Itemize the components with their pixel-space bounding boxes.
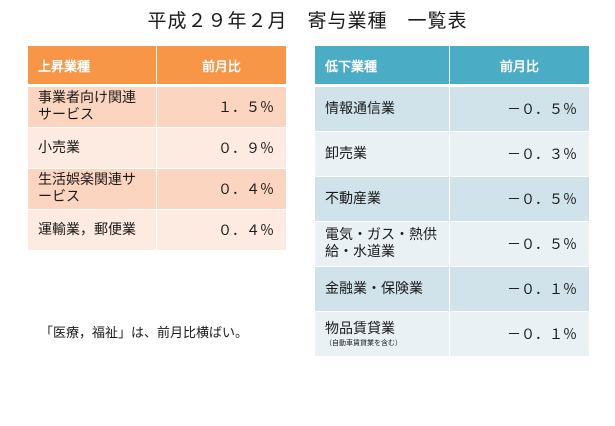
- footnote: 「医療，福祉」は、前月比横ばい。: [40, 326, 249, 341]
- falling-industries-table: 低下業種 前月比 情報通信業 －０．５％ 卸売業 －０．３％ 不動産業 －０．５…: [315, 46, 589, 357]
- header-mom: 前月比: [450, 46, 589, 87]
- mom-value: －０．５％: [450, 177, 589, 222]
- table-row: 不動産業 －０．５％: [315, 177, 589, 222]
- table-row: 情報通信業 －０．５％: [315, 87, 589, 132]
- table-row: 金融業・保険業 －０．１％: [315, 267, 589, 312]
- header-industry: 低下業種: [315, 46, 450, 87]
- mom-value: ０．４％: [157, 210, 286, 251]
- table-row: 生活娯楽関連サービス ０．４％: [28, 169, 286, 210]
- mom-value: －０．１％: [450, 312, 589, 357]
- header-mom: 前月比: [157, 46, 286, 87]
- mom-value: １．５％: [157, 87, 286, 128]
- industry-name: 事業者向け関連サービス: [28, 87, 157, 128]
- industry-name: 物品賃貸業 （自動車賃貸業を含む）: [315, 312, 450, 357]
- industry-name: 小売業: [28, 128, 157, 169]
- header-industry: 上昇業種: [28, 46, 157, 87]
- rising-industries-table: 上昇業種 前月比 事業者向け関連サービス １．５％ 小売業 ０．９％ 生活娯楽関…: [28, 46, 286, 251]
- table-row: 事業者向け関連サービス １．５％: [28, 87, 286, 128]
- table-header-row: 上昇業種 前月比: [28, 46, 286, 87]
- industry-name-note: （自動車賃貸業を含む）: [325, 338, 402, 347]
- mom-value: ０．９％: [157, 128, 286, 169]
- mom-value: －０．３％: [450, 132, 589, 177]
- industry-name-main: 物品賃貸業: [325, 320, 395, 337]
- industry-name: 情報通信業: [315, 87, 450, 132]
- page-title: 平成２９年２月 寄与業種 一覧表: [147, 10, 468, 32]
- industry-name: 不動産業: [315, 177, 450, 222]
- industry-name: 運輸業，郵便業: [28, 210, 157, 251]
- mom-value: －０．１％: [450, 267, 589, 312]
- table-row: 卸売業 －０．３％: [315, 132, 589, 177]
- industry-name: 卸売業: [315, 132, 450, 177]
- industry-name: 生活娯楽関連サービス: [28, 169, 157, 210]
- table-row: 物品賃貸業 （自動車賃貸業を含む） －０．１％: [315, 312, 589, 357]
- table-header-row: 低下業種 前月比: [315, 46, 589, 87]
- mom-value: －０．５％: [450, 87, 589, 132]
- table-row: 小売業 ０．９％: [28, 128, 286, 169]
- industry-name: 金融業・保険業: [315, 267, 450, 312]
- industry-name: 電気・ガス・熱供給・水道業: [315, 222, 450, 267]
- mom-value: －０．５％: [450, 222, 589, 267]
- table-row: 運輸業，郵便業 ０．４％: [28, 210, 286, 251]
- mom-value: ０．４％: [157, 169, 286, 210]
- table-row: 電気・ガス・熱供給・水道業 －０．５％: [315, 222, 589, 267]
